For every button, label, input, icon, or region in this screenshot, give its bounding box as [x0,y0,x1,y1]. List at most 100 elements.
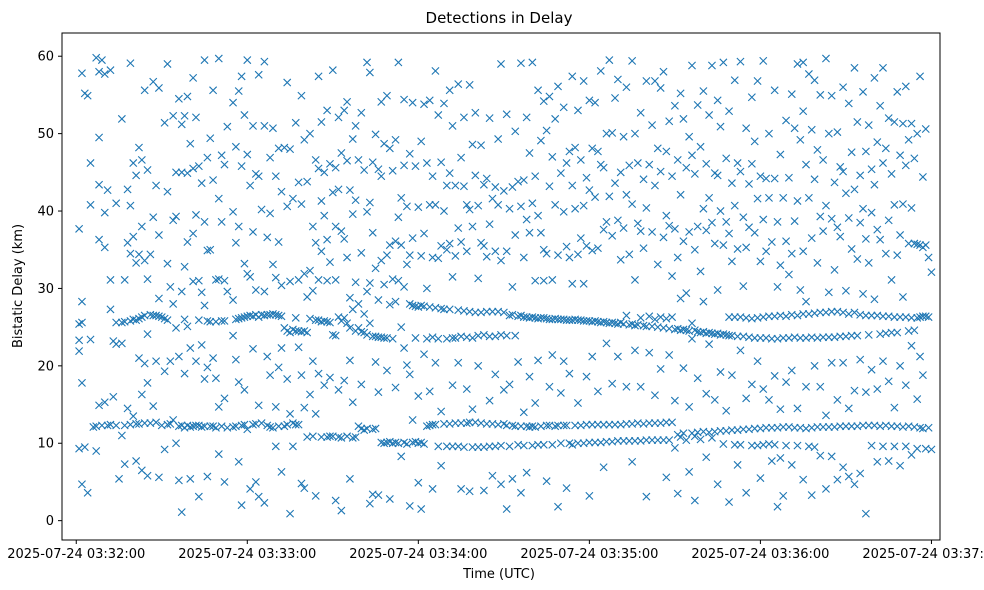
data-point [334,433,343,442]
data-point [294,327,303,335]
data-point [716,426,725,435]
data-point [645,160,654,169]
data-point [693,374,702,383]
data-point [271,402,280,411]
data-point [95,180,104,189]
data-point [468,333,477,342]
data-point [605,192,614,201]
data-point [246,484,255,493]
data-point [585,491,594,500]
data-point [229,207,238,216]
plot-area [61,32,941,541]
data-point [485,114,494,123]
data-point [918,371,927,380]
data-point [97,421,106,430]
data-point [189,73,198,82]
data-point [688,334,696,343]
data-point [468,405,477,414]
data-point [374,296,383,305]
data-point [873,225,882,234]
data-point [397,241,406,250]
data-point [596,66,605,75]
data-point [348,433,357,442]
data-point [163,187,172,196]
data-point [317,247,326,256]
data-point [268,124,277,133]
data-point [311,238,320,247]
data-point [491,370,500,379]
data-point [508,310,517,319]
data-point [508,421,517,430]
data-point [191,357,200,366]
data-point [859,87,868,96]
data-point [482,307,491,316]
data-point [573,106,582,115]
data-point [203,316,212,325]
data-point [611,94,620,103]
data-point [713,96,722,105]
data-point [448,442,457,451]
data-point [169,299,178,308]
data-point [568,279,577,288]
data-point [414,203,423,212]
data-point [497,256,505,265]
data-point [354,299,363,308]
data-point [154,83,163,92]
data-point [787,366,796,375]
data-point [548,440,557,449]
data-point [306,390,314,399]
data-point [317,317,326,326]
data-point [189,229,198,238]
data-point [140,86,149,95]
data-point [534,86,543,95]
data-point [676,89,685,98]
data-point [588,144,597,153]
data-point [836,332,845,341]
data-point [77,318,86,327]
data-point [650,77,659,85]
data-point [514,357,523,366]
data-point [100,243,109,252]
data-point [277,187,286,196]
data-point [345,474,354,483]
data-point [229,423,238,431]
data-point [331,496,340,505]
data-point [325,373,334,382]
data-point [747,159,756,168]
data-point [154,231,163,240]
data-point [363,207,372,216]
data-point [659,436,668,445]
data-point [380,439,389,448]
data-point [710,395,719,404]
data-point [325,432,334,441]
data-point [693,222,702,231]
data-point [727,371,736,380]
data-point [890,200,899,209]
data-point [283,78,292,87]
data-point [266,310,275,319]
y-axis-title: Bistatic Delay (km) [11,224,26,348]
data-point [217,151,226,160]
data-point [927,268,936,277]
data-point [391,383,400,392]
data-point [391,237,400,246]
data-point [739,213,748,222]
data-point [625,161,634,170]
data-point [260,498,269,507]
data-point [357,327,366,336]
data-point [522,422,531,431]
data-point [314,72,323,81]
data-point [710,239,719,248]
data-point [901,381,910,390]
data-point [254,401,263,410]
data-point [670,396,679,405]
data-point [599,317,608,326]
data-point [137,222,146,231]
data-point [893,87,902,96]
data-point [274,311,283,320]
data-point [762,247,771,256]
data-point [360,309,369,318]
data-point [442,245,451,254]
data-point [103,186,112,195]
data-point [844,404,853,413]
